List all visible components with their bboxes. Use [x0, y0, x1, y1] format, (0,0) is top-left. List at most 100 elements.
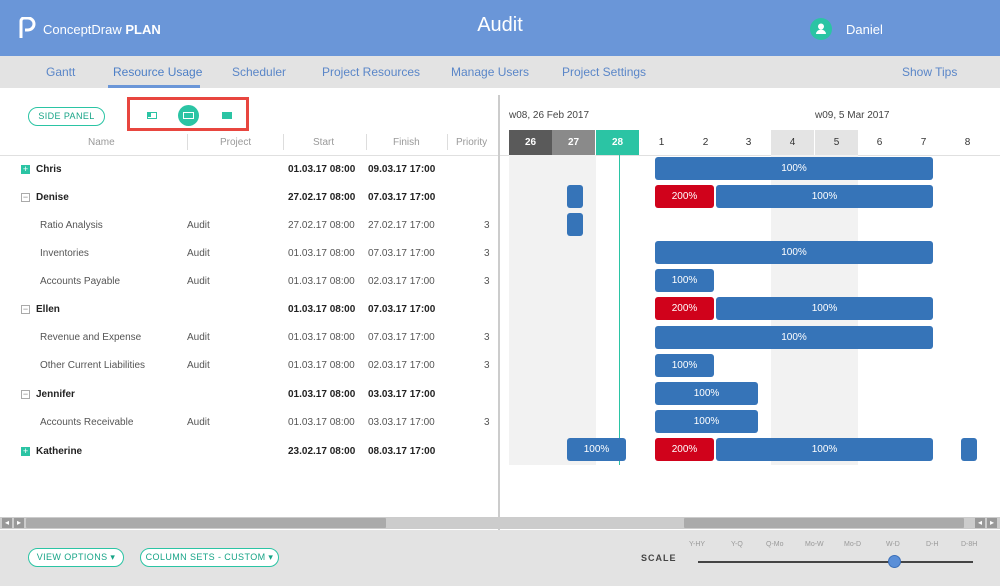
- day-cell: 7: [920, 137, 927, 148]
- row-project: Audit: [187, 220, 210, 231]
- row-name: Katherine: [36, 446, 83, 457]
- week-label: w08, 26 Feb 2017: [509, 110, 590, 121]
- allocation-bar[interactable]: 100%: [655, 326, 933, 349]
- row-start: 01.03.17 08:00: [288, 332, 355, 343]
- row-name: Chris: [36, 164, 62, 175]
- row-start: 23.02.17 08:00: [288, 446, 356, 457]
- row-start: 27.02.17 08:00: [288, 220, 355, 231]
- row-priority: 3: [484, 276, 490, 287]
- row-finish: 09.03.17 17:00: [368, 164, 436, 175]
- row-start: 01.03.17 08:00: [288, 389, 356, 400]
- row-priority: 3: [484, 417, 490, 428]
- tab-project-resources[interactable]: Project Resources: [322, 65, 421, 79]
- scroll-right-arrow-icon[interactable]: ▸: [14, 518, 24, 528]
- day-cell: 26: [509, 130, 552, 155]
- column-header-finish[interactable]: Finish: [393, 137, 420, 148]
- overallocation-bar[interactable]: 200%: [655, 438, 714, 461]
- row-finish: 07.03.17 17:00: [368, 304, 436, 315]
- row-name: Inventories: [40, 248, 89, 259]
- allocation-bar[interactable]: [567, 213, 583, 236]
- row-start: 01.03.17 08:00: [288, 164, 356, 175]
- column-separator: [447, 134, 448, 150]
- scale-slider-track[interactable]: [698, 561, 973, 563]
- tab-project-settings[interactable]: Project Settings: [562, 65, 647, 79]
- row-finish: 07.03.17 17:00: [368, 332, 435, 343]
- row-name: Ratio Analysis: [40, 220, 103, 231]
- collapse-icon[interactable]: −: [21, 304, 30, 314]
- day-cell: 8: [964, 137, 971, 148]
- scroll-right-arrow-icon[interactable]: ▸: [987, 518, 997, 528]
- scale-label: SCALE: [641, 553, 677, 563]
- scale-tick-label: Q-Mo: [766, 541, 784, 548]
- allocation-bar[interactable]: 100%: [716, 185, 933, 208]
- user-avatar-icon[interactable]: [810, 18, 832, 40]
- row-name: Accounts Receivable: [40, 417, 134, 428]
- column-separator: [283, 134, 284, 150]
- app-header: ConceptDraw PLAN Audit Daniel: [0, 0, 1000, 56]
- column-header-start[interactable]: Start: [313, 137, 335, 148]
- expand-icon[interactable]: +: [21, 164, 30, 174]
- tab-bar: Gantt Resource Usage Scheduler Project R…: [0, 56, 1000, 88]
- row-project: Audit: [187, 276, 210, 287]
- row-project: Audit: [187, 360, 210, 371]
- row-priority: 3: [484, 248, 490, 259]
- row-start: 01.03.17 08:00: [288, 248, 355, 259]
- overallocation-bar[interactable]: 200%: [655, 297, 714, 320]
- view-right-panel-icon[interactable]: [222, 112, 232, 119]
- tab-gantt[interactable]: Gantt: [46, 65, 76, 79]
- row-finish: 27.02.17 17:00: [368, 220, 435, 231]
- scroll-left-arrow-icon[interactable]: ◂: [2, 518, 12, 528]
- column-separator: [366, 134, 367, 150]
- day-cell: 6: [876, 137, 883, 148]
- panel-splitter[interactable]: [498, 95, 500, 530]
- row-start: 01.03.17 08:00: [288, 417, 355, 428]
- scale-slider-handle[interactable]: [888, 555, 901, 568]
- right-scroll-thumb[interactable]: [684, 518, 964, 528]
- column-header-priority[interactable]: Priority: [456, 137, 488, 148]
- row-start: 01.03.17 08:00: [288, 360, 355, 371]
- column-header-name[interactable]: Name: [88, 137, 115, 148]
- allocation-bar[interactable]: 100%: [716, 297, 933, 320]
- day-cell: 5: [815, 130, 858, 155]
- view-left-panel-icon[interactable]: [147, 112, 157, 119]
- allocation-bar[interactable]: [961, 438, 977, 461]
- row-name: Jennifer: [36, 389, 75, 400]
- header-divider: [0, 155, 1000, 156]
- brand-name: ConceptDraw PLAN: [43, 22, 161, 37]
- allocation-bar[interactable]: 100%: [655, 269, 714, 292]
- view-split-panel-icon[interactable]: [178, 105, 199, 126]
- left-scroll-thumb[interactable]: [26, 518, 386, 528]
- highlight-box: [127, 97, 249, 131]
- row-start: 27.02.17 08:00: [288, 192, 356, 203]
- show-tips-link[interactable]: Show Tips: [902, 65, 958, 79]
- scale-tick-label: Mo-W: [805, 541, 824, 548]
- view-options-button[interactable]: VIEW OPTIONS ▾: [28, 548, 124, 567]
- row-name: Ellen: [36, 304, 60, 315]
- side-panel-button[interactable]: SIDE PANEL: [28, 107, 105, 126]
- allocation-bar[interactable]: 100%: [655, 354, 714, 377]
- day-cell: 27: [552, 130, 595, 155]
- scroll-left-arrow-icon[interactable]: ◂: [975, 518, 985, 528]
- tab-resource-usage[interactable]: Resource Usage: [113, 65, 203, 79]
- row-name: Accounts Payable: [40, 276, 121, 287]
- user-name[interactable]: Daniel: [846, 22, 883, 37]
- allocation-bar[interactable]: 100%: [716, 438, 933, 461]
- tab-manage-users[interactable]: Manage Users: [451, 65, 530, 79]
- allocation-bar[interactable]: 100%: [655, 410, 758, 433]
- tab-scheduler[interactable]: Scheduler: [232, 65, 287, 79]
- collapse-icon[interactable]: −: [21, 389, 30, 399]
- allocation-bar[interactable]: 100%: [655, 382, 758, 405]
- collapse-icon[interactable]: −: [21, 192, 30, 202]
- column-sets-button[interactable]: COLUMN SETS - CUSTOM ▾: [140, 548, 279, 567]
- row-project: Audit: [187, 332, 210, 343]
- allocation-bar[interactable]: [567, 185, 583, 208]
- allocation-bar[interactable]: 100%: [655, 157, 933, 180]
- allocation-bar[interactable]: 100%: [567, 438, 626, 461]
- expand-icon[interactable]: +: [21, 446, 30, 456]
- row-project: Audit: [187, 417, 210, 428]
- row-name: Denise: [36, 192, 69, 203]
- allocation-bar[interactable]: 100%: [655, 241, 933, 264]
- column-header-project[interactable]: Project: [220, 137, 252, 148]
- row-finish: 07.03.17 17:00: [368, 248, 435, 259]
- overallocation-bar[interactable]: 200%: [655, 185, 714, 208]
